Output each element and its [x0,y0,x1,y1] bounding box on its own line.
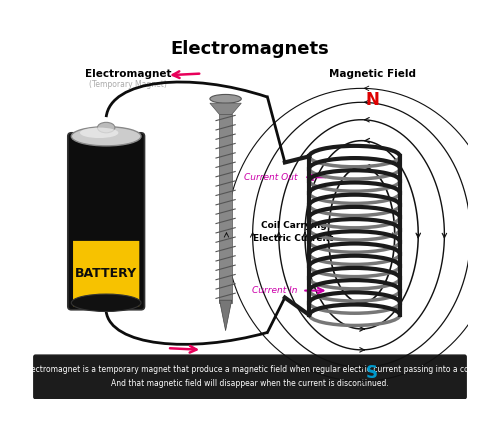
Text: Magnetic Field: Magnetic Field [328,69,416,79]
Text: Current Out: Current Out [244,173,298,182]
Text: Electromagnets: Electromagnets [170,40,330,58]
Ellipse shape [210,95,242,103]
Text: S: S [366,363,378,382]
Text: Coil Carrying
Electric Current: Coil Carrying Electric Current [254,222,334,243]
Text: Electromagnet: Electromagnet [84,69,171,79]
Polygon shape [210,103,242,115]
Ellipse shape [72,127,141,146]
FancyBboxPatch shape [68,133,144,310]
Ellipse shape [72,294,141,311]
Bar [220,115,232,303]
Ellipse shape [80,127,118,138]
Text: (Temporary Magnet): (Temporary Magnet) [89,80,167,89]
Text: BATTERY: BATTERY [75,267,137,280]
FancyBboxPatch shape [73,241,140,306]
Text: Electromagnet is a temporary magnet that produce a magnetic field when regular e: Electromagnet is a temporary magnet that… [24,366,476,389]
Text: Current In: Current In [252,286,298,295]
Text: N: N [365,91,379,109]
Ellipse shape [98,122,115,133]
FancyBboxPatch shape [34,355,466,399]
Polygon shape [220,300,232,331]
